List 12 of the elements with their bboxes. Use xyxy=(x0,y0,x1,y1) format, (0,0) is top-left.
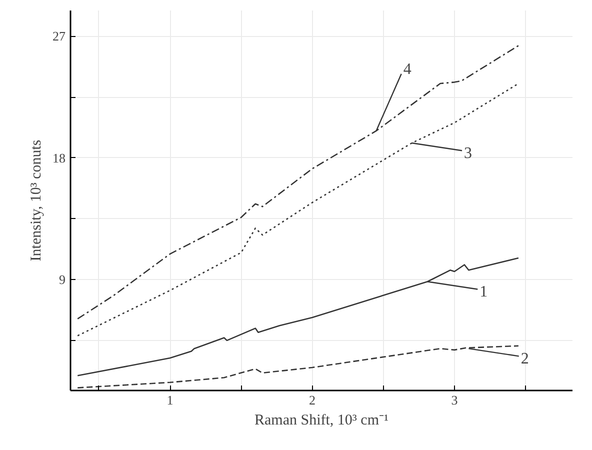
annotation: 1 xyxy=(480,284,488,301)
y-tick-label: 27 xyxy=(52,28,66,44)
annotation: 4 xyxy=(403,60,412,78)
annotation: 2 xyxy=(520,350,529,368)
y-axis-title: Intensity, 10³ conuts xyxy=(28,140,44,262)
x-tick-label: 2 xyxy=(309,392,316,408)
x-axis-title: Raman Shift, 10³ cm⁻¹ xyxy=(254,412,388,428)
annotation: 3 xyxy=(464,145,472,162)
x-tick-label: 1 xyxy=(166,392,174,408)
y-tick-label: 18 xyxy=(52,150,66,166)
x-tick-label: 3 xyxy=(451,392,458,408)
y-tick-label: 9 xyxy=(59,272,66,288)
